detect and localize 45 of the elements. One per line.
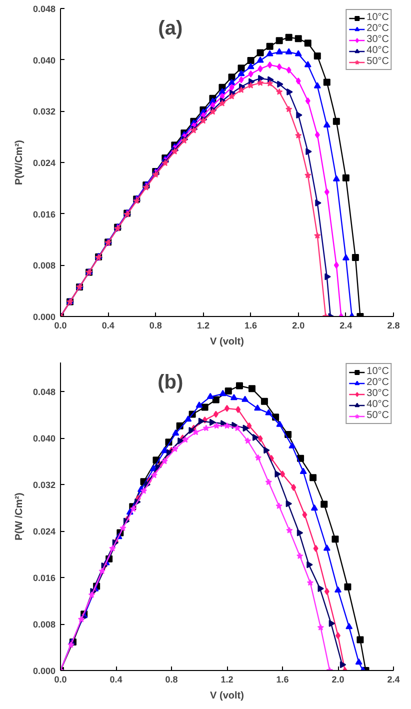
y-tick-label: 0.000 [32, 312, 56, 322]
x-tick-label: 2.4 [387, 674, 400, 684]
legend-label: 20°C [366, 23, 389, 34]
x-tick-label: 2.8 [387, 320, 400, 330]
y-tick-label: 0.040 [32, 434, 56, 444]
chart-title: (b) [158, 371, 184, 394]
y-tick-label: 0.048 [32, 387, 56, 398]
x-tick-label: 0.0 [54, 674, 67, 684]
y-tick-label: 0.016 [32, 573, 56, 584]
legend-label: 50°C [366, 410, 389, 421]
x-tick-label: 1.6 [276, 674, 289, 684]
legend-label: 10°C [366, 12, 389, 23]
x-tick-label: 0.8 [165, 674, 178, 684]
x-tick-label: 0.4 [110, 674, 122, 684]
y-tick-label: 0.040 [32, 55, 56, 66]
x-axis-title: V (volt) [210, 690, 244, 702]
x-tick-label: 0.8 [149, 320, 162, 330]
legend-label: 40°C [366, 399, 389, 410]
x-tick-label: 0.4 [102, 320, 114, 330]
x-tick-label: 1.2 [220, 674, 234, 684]
x-tick-label: 1.2 [196, 320, 210, 330]
x-tick-label: 2.4 [340, 320, 352, 330]
x-axis-title: V (volt) [210, 336, 244, 348]
y-tick-label: 0.000 [32, 666, 56, 676]
x-tick-label: 0.0 [54, 320, 67, 330]
legend-label: 20°C [366, 377, 389, 388]
y-tick-label: 0.032 [32, 106, 56, 117]
y-tick-label: 0.008 [32, 260, 56, 271]
legend-label: 30°C [366, 388, 389, 399]
y-tick-label: 0.016 [32, 209, 56, 220]
legend-label: 10°C [366, 366, 389, 377]
x-tick-label: 2.0 [332, 674, 344, 684]
y-tick-label: 0.032 [32, 480, 56, 490]
x-tick-label: 2.0 [292, 320, 305, 330]
y-axis-title: P(W /Cm²) [14, 492, 25, 540]
y-tick-label: 0.024 [32, 158, 56, 168]
legend-label: 40°C [366, 45, 389, 56]
chart-title: (a) [158, 17, 183, 40]
y-axis-title: P(W/Cm²) [14, 140, 25, 185]
legend-label: 30°C [366, 34, 389, 45]
x-tick-label: 1.6 [244, 320, 258, 330]
legend-label: 50°C [366, 56, 389, 67]
y-tick-label: 0.008 [32, 620, 56, 630]
y-tick-label: 0.048 [32, 4, 56, 14]
y-tick-label: 0.024 [32, 526, 56, 537]
